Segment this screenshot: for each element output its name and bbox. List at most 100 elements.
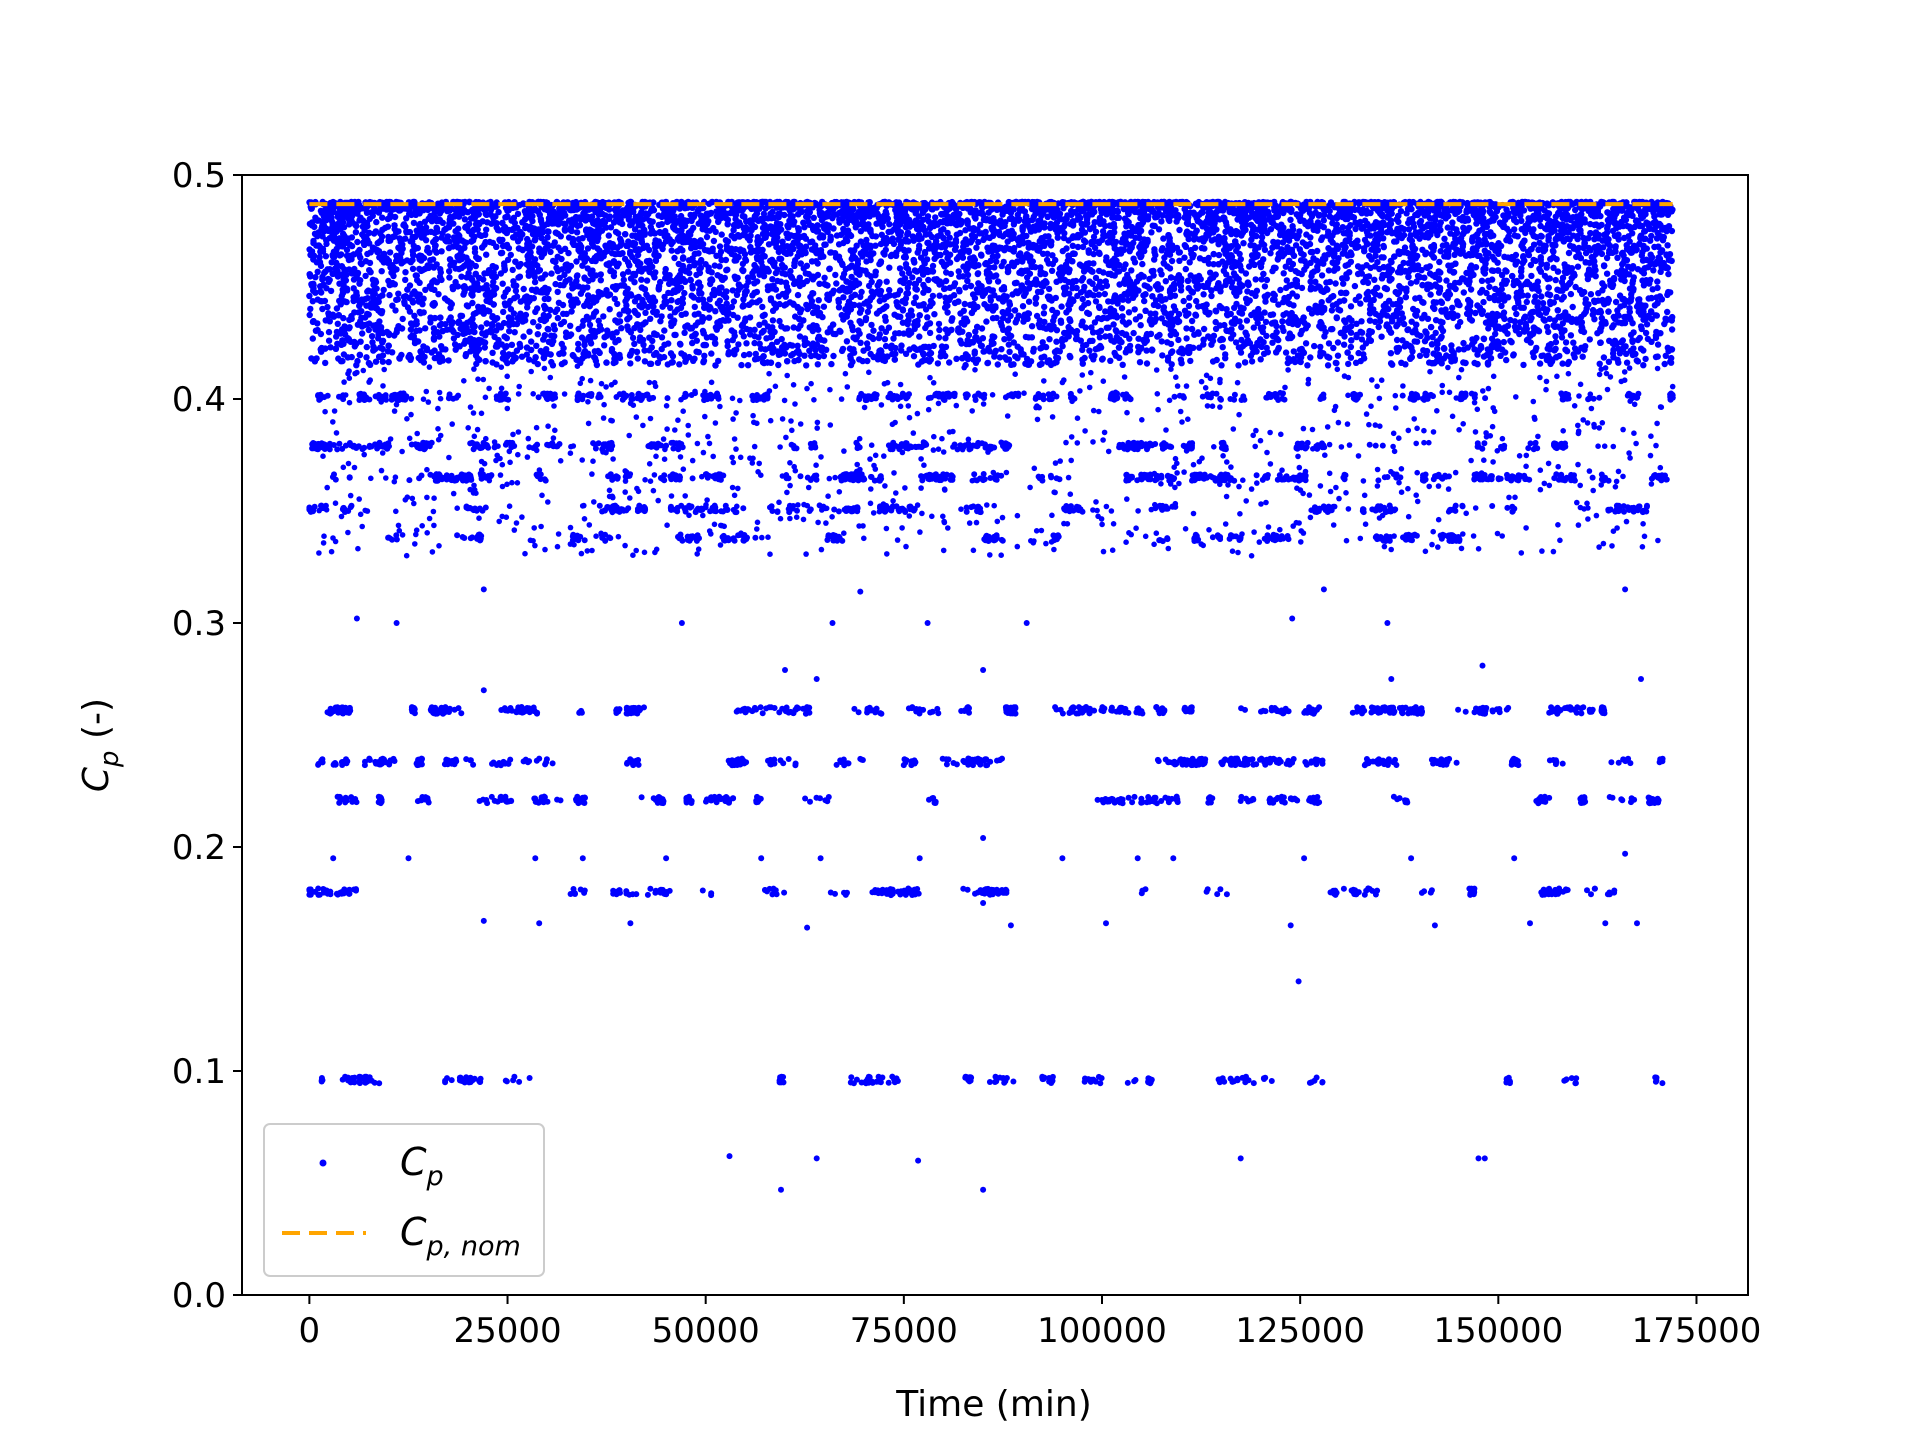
cp-point — [953, 231, 960, 238]
cp-point — [971, 348, 978, 355]
cp-point — [1033, 294, 1040, 301]
cp-point — [1320, 217, 1328, 224]
cp-point — [1404, 326, 1411, 334]
cp-point — [1125, 309, 1133, 316]
cp-point — [1395, 346, 1403, 353]
cp-point — [864, 308, 872, 315]
cp-point — [778, 335, 785, 343]
cp-point — [1250, 324, 1258, 331]
cp-point — [1546, 315, 1553, 322]
cp-point — [606, 306, 613, 313]
cp-point — [1332, 280, 1339, 287]
cp-point — [400, 221, 408, 228]
cp-point — [910, 353, 918, 360]
cp-point — [573, 229, 581, 236]
cp-point — [1432, 317, 1440, 324]
cp-point — [1511, 304, 1519, 312]
cp-point — [1207, 269, 1214, 276]
cp-point — [1657, 268, 1664, 275]
cp-point — [643, 277, 651, 284]
cp-point — [830, 352, 837, 360]
cp-point — [1586, 336, 1594, 343]
cp-point — [1010, 361, 1017, 368]
cp-point — [489, 282, 497, 289]
cp-point — [1334, 339, 1342, 346]
cp-point — [1128, 267, 1135, 274]
cp-point — [794, 234, 801, 241]
cp-point — [994, 361, 1001, 368]
cp-point — [554, 314, 562, 322]
cp-point — [1028, 323, 1036, 330]
cp-point — [691, 303, 698, 311]
cp-point — [1570, 339, 1577, 346]
cp-point — [924, 213, 932, 220]
cp-point — [322, 253, 330, 260]
cp-point — [947, 270, 955, 278]
cp-point — [985, 248, 992, 255]
cp-point — [1044, 358, 1051, 366]
cp-point — [1077, 214, 1084, 222]
cp-point — [1185, 235, 1192, 243]
cp-point — [1262, 298, 1269, 305]
cp-point — [1654, 278, 1661, 285]
cp-point — [526, 328, 533, 335]
cp-point — [1289, 223, 1296, 230]
cp-point — [810, 214, 817, 221]
cp-point — [523, 351, 530, 358]
cp-point — [357, 338, 364, 345]
cp-point — [934, 360, 942, 367]
cp-point — [404, 304, 412, 311]
cp-point — [1164, 354, 1172, 361]
cp-point — [389, 349, 396, 356]
cp-point — [676, 361, 683, 368]
cp-point — [973, 244, 980, 251]
cp-point — [701, 352, 708, 359]
cp-point — [363, 343, 370, 351]
cp-point — [1605, 358, 1613, 365]
cp-point — [1534, 278, 1542, 285]
cp-point — [776, 255, 783, 262]
cp-point — [916, 333, 923, 340]
cp-point — [430, 325, 438, 332]
cp-point — [1061, 329, 1068, 337]
cp-point — [1535, 246, 1542, 254]
cp-point — [1665, 270, 1672, 278]
cp-point — [815, 297, 822, 304]
cp-point — [843, 338, 851, 345]
cp-point — [1518, 273, 1525, 280]
cp-point — [1552, 338, 1560, 346]
cp-point — [372, 358, 380, 365]
cp-point — [499, 280, 506, 287]
cp-point — [1270, 264, 1278, 271]
cp-point — [1436, 258, 1443, 266]
cp-point — [399, 315, 406, 323]
cp-point — [909, 274, 916, 281]
cp-point — [1015, 217, 1022, 224]
cp-point — [1632, 350, 1639, 358]
cp-point — [1111, 349, 1118, 357]
cp-point — [1257, 356, 1264, 363]
cp-point — [1573, 246, 1581, 254]
cp-point — [1454, 229, 1461, 237]
cp-point — [457, 312, 464, 319]
cp-point — [996, 354, 1004, 361]
cp-point — [1208, 292, 1215, 300]
cp-point — [924, 314, 931, 321]
cp-point — [1520, 361, 1527, 369]
cp-point — [991, 292, 998, 299]
cp-point — [1228, 284, 1236, 291]
cp-point — [520, 333, 527, 340]
cp-point — [385, 358, 392, 366]
cp-point — [796, 274, 803, 281]
cp-point — [1372, 247, 1379, 255]
cp-point — [614, 300, 621, 308]
cp-point — [1553, 293, 1560, 301]
cp-point — [1398, 359, 1405, 366]
cp-point — [1079, 243, 1087, 251]
cp-point — [985, 275, 992, 282]
cp-point — [1282, 349, 1290, 356]
cp-point — [1472, 309, 1479, 317]
cp-point — [602, 243, 610, 250]
cp-point — [677, 245, 684, 252]
cp-point — [1596, 360, 1603, 367]
